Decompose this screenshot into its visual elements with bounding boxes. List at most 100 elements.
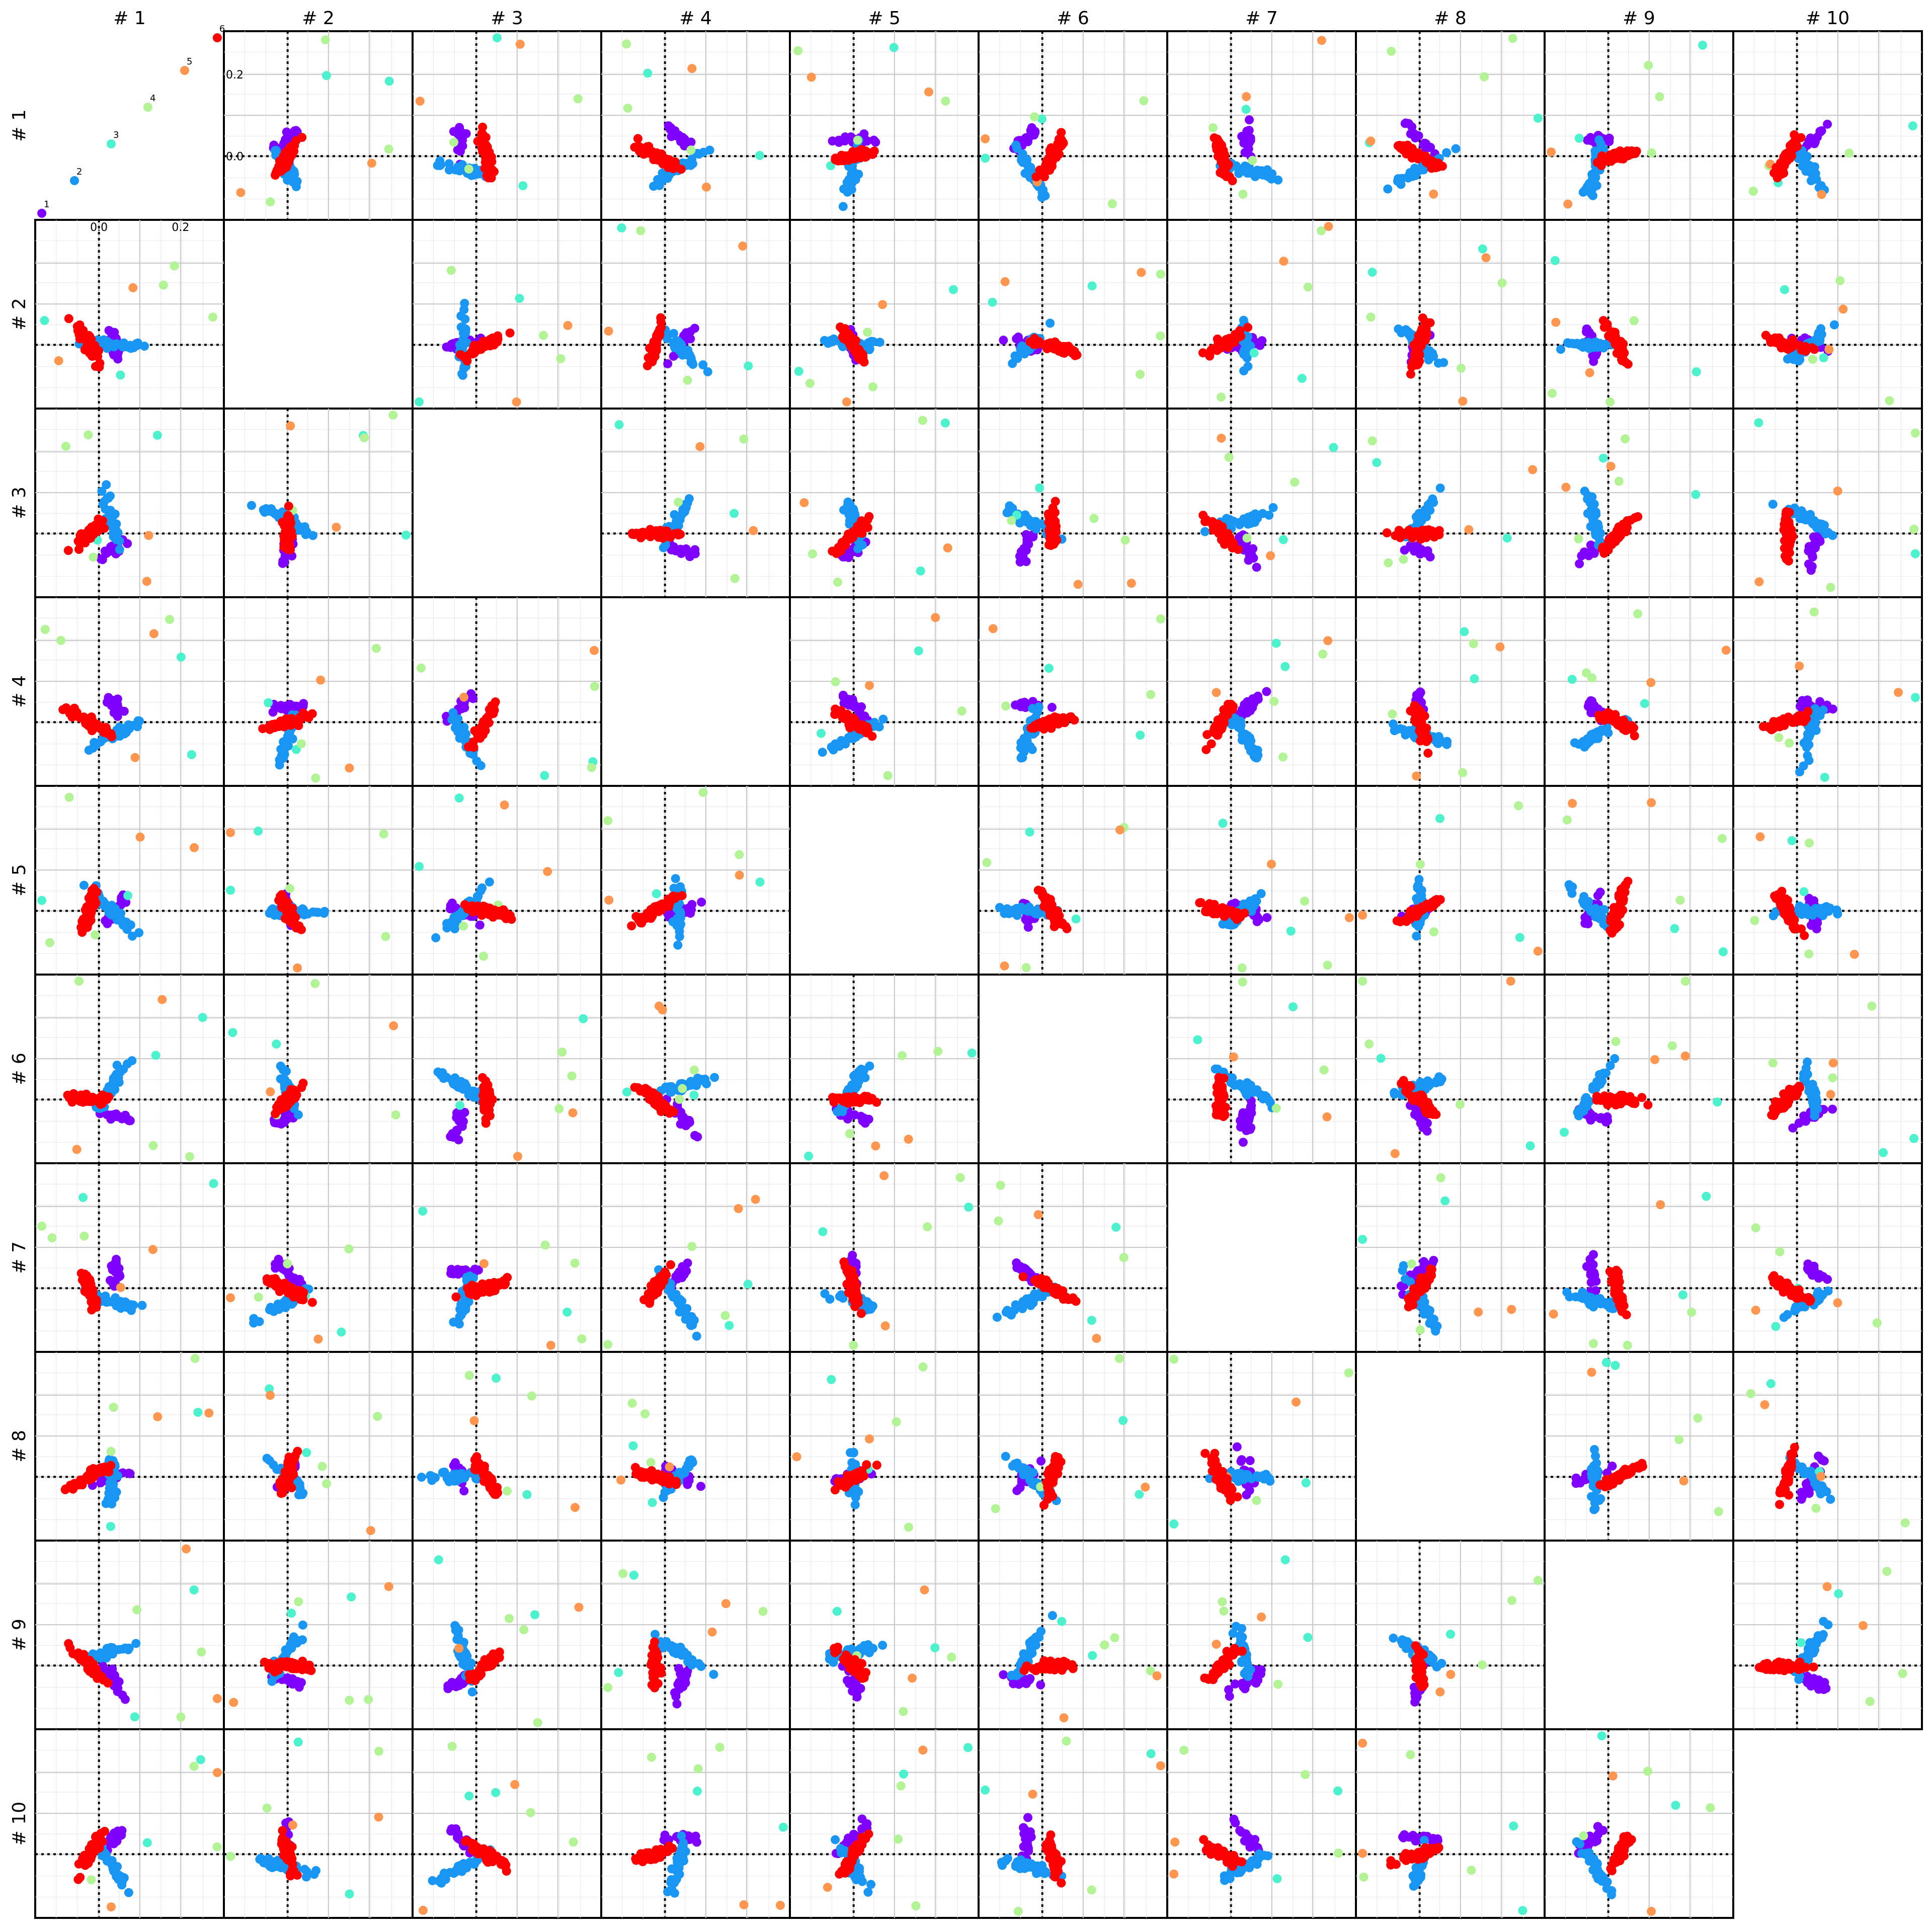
cell-frame-2-10 [1732,219,1923,410]
data-point-5 [1547,147,1556,157]
data-point-4 [1156,331,1165,341]
data-point-2 [857,540,867,550]
data-point-3 [1297,374,1307,383]
data-point-2 [688,360,698,369]
data-point-6 [478,130,488,139]
data-point-6 [69,703,79,713]
data-point-3 [988,297,997,307]
data-point-5 [1721,646,1731,655]
data-point-4 [1367,436,1377,446]
data-point-2 [471,167,481,176]
data-point-6 [648,529,657,539]
data-point-6 [271,168,281,178]
data-point-2 [1397,174,1407,183]
data-point-4 [1480,72,1489,82]
data-point-2 [459,305,469,314]
data-point-6 [1592,157,1602,167]
data-point-6 [1026,723,1036,733]
data-point-4 [539,331,548,340]
data-point-1 [110,328,119,337]
data-point-4 [1844,148,1854,158]
data-point-3 [940,418,950,428]
data-point-1 [113,711,122,721]
data-point-6 [1045,148,1055,157]
data-point-6 [1427,526,1436,536]
data-point-2 [79,880,89,890]
data-point-3 [1470,674,1479,684]
data-point-4 [1399,554,1408,564]
data-point-1 [1579,547,1589,557]
cell-frame-4-9 [1544,596,1734,787]
data-point-6 [1790,141,1799,150]
data-point-6 [1046,718,1056,728]
data-point-5 [1000,277,1010,286]
data-point-3 [1478,244,1487,254]
data-point-4 [739,434,749,444]
data-point-6 [1070,715,1079,725]
data-point-3 [817,729,826,738]
data-point-2 [118,920,128,930]
data-point-6 [81,916,91,925]
data-point-4 [89,552,98,562]
data-point-6 [1776,716,1786,726]
cell-frame-5-2 [223,785,414,976]
data-point-6 [1421,151,1430,161]
data-point-4 [918,416,927,425]
data-point-3 [1820,773,1829,782]
data-point-2 [669,329,678,338]
data-point-5 [1412,771,1421,781]
data-point-4 [853,135,862,145]
data-point-1 [1806,547,1816,557]
data-point-2 [1817,330,1826,339]
data-point-2 [1243,731,1252,741]
data-point-1 [282,133,291,143]
data-point-6 [856,153,865,163]
data-point-2 [275,755,284,765]
data-point-2 [1225,515,1235,525]
data-point-2 [1586,732,1595,742]
data-point-1 [664,121,673,130]
data-point-5 [149,629,158,638]
data-point-6 [1228,176,1237,186]
data-point-3 [1329,443,1338,452]
data-point-2 [1806,510,1815,519]
data-point-5 [865,681,874,690]
data-point-1 [1247,702,1257,712]
data-point-2 [1045,318,1055,328]
data-point-6 [493,331,503,341]
data-point-5 [316,675,326,685]
data-point-3 [540,771,549,780]
data-point-1 [449,127,458,136]
data-point-4 [1242,533,1252,543]
data-point-4 [1388,709,1397,719]
data-point-2 [104,908,114,918]
data-point-1 [1243,134,1253,143]
data-point-3 [1249,348,1259,358]
data-point-3 [1241,105,1251,114]
data-point-6 [633,134,642,143]
data-point-3 [744,361,753,371]
data-point-2 [1586,189,1596,198]
data-point-6 [81,344,91,353]
data-point-1 [290,126,299,136]
data-point-2 [1768,500,1778,509]
data-point-6 [1218,535,1227,545]
data-point-6 [1402,149,1411,158]
data-point-4 [359,433,369,443]
data-point-3 [1278,535,1288,544]
data-point-6 [1797,345,1806,355]
data-point-6 [287,714,297,723]
data-point-5 [135,832,145,842]
data-point-1 [1589,357,1598,366]
data-point-4 [573,94,583,104]
data-point-4 [730,574,740,583]
cell-frame-1-6 [978,30,1168,221]
data-point-2 [1236,723,1245,733]
data-point-2 [1570,738,1579,748]
data-point-2 [1810,520,1820,530]
data-point-2 [106,506,115,515]
data-point-6 [85,332,95,342]
cell-frame-5-1 [34,785,225,976]
data-point-4 [388,411,398,420]
data-point-2 [1252,169,1262,178]
